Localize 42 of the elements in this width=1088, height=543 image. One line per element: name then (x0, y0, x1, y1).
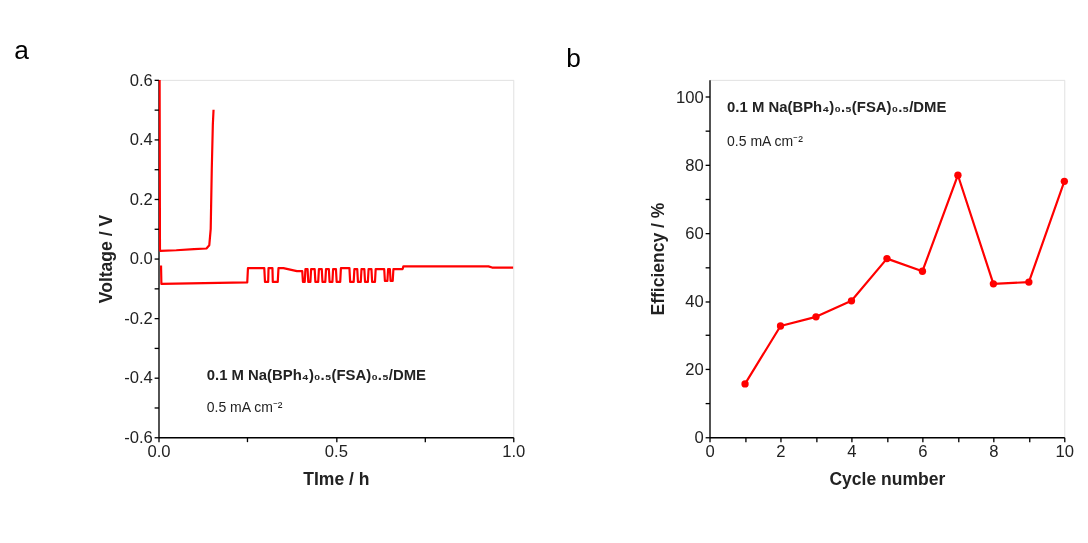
y-tick-label: 0.2 (129, 189, 153, 209)
y-tick-label: 0.0 (129, 249, 153, 269)
y-tick-label: 60 (685, 223, 704, 243)
y-tick-label: 20 (685, 359, 704, 379)
annotation: 0.5 mA cm⁻² (727, 132, 804, 149)
point (918, 267, 927, 275)
point (847, 297, 856, 305)
x-axis-title: Cycle number (829, 469, 946, 490)
x-tick-label: 2 (776, 442, 786, 462)
y-tick-label: 0.4 (129, 130, 153, 150)
chart-title: b (566, 42, 581, 73)
x-tick-label: 1.0 (502, 442, 526, 462)
point (883, 254, 891, 263)
point (741, 380, 749, 388)
x-tick-label: 6 (918, 442, 928, 462)
x-axis-title: TIme / h (303, 469, 370, 490)
y-tick-label: -0.4 (124, 368, 153, 388)
annotation: 0.1 M Na(BPh₄)₀.₅(FSA)₀.₅/DME (727, 99, 947, 116)
line-series (159, 264, 514, 286)
chart-title: a (14, 34, 30, 65)
annotation: 0.1 M Na(BPh₄)₀.₅(FSA)₀.₅/DME (206, 367, 427, 384)
point (1060, 177, 1069, 186)
point (989, 280, 998, 288)
point (812, 313, 820, 321)
annotation: 0.5 mA cm⁻² (206, 398, 283, 415)
y-tick-label: 0.6 (129, 70, 153, 90)
x-tick-label: 0.0 (147, 442, 171, 462)
y-tick-label: 0 (694, 428, 704, 448)
point (776, 322, 785, 330)
y-axis-title: Efficiency / % (647, 202, 668, 316)
x-tick-label: 8 (989, 442, 999, 462)
point (954, 171, 962, 179)
y-tick-label: 80 (685, 155, 704, 175)
y-axis-title: Voltage / V (95, 214, 116, 304)
point (1025, 278, 1033, 286)
x-tick-label: 4 (847, 442, 857, 462)
y-tick-label: 40 (685, 291, 704, 311)
line-series (158, 79, 215, 252)
y-tick-label: 100 (676, 87, 704, 107)
x-tick-label: 10 (1055, 442, 1075, 462)
y-tick-label: -0.2 (124, 308, 153, 328)
x-tick-label: 0.5 (324, 442, 348, 462)
